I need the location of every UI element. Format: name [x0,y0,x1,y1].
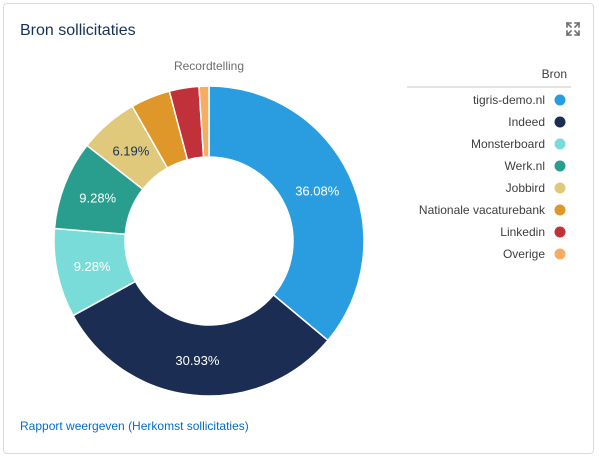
legend-swatch [554,248,566,260]
chart-title: Recordtelling [174,59,244,73]
legend-swatch [554,160,566,172]
card-title: Bron sollicitaties [20,22,136,39]
expand-icon[interactable] [565,21,581,37]
legend-swatch [554,138,566,150]
report-link[interactable]: Rapport weergeven (Herkomst sollicitatie… [20,419,249,433]
legend-item[interactable]: Overige [503,247,566,261]
legend-label: Nationale vacaturebank [419,203,546,217]
legend-item[interactable]: Jobbird [506,181,566,195]
legend-swatch [554,116,566,128]
legend-item[interactable]: Nationale vacaturebank [419,203,566,217]
slice-overige[interactable] [198,85,210,158]
legend-title: Bron [542,67,567,81]
slice-value-label: 6.19% [112,144,149,159]
legend-swatch [554,182,566,194]
slice-tigris-demo-nl[interactable] [208,85,365,342]
chart-card: Bron sollicitaties Recordtelling 36.08% 3… [3,3,594,454]
legend-item[interactable]: Indeed [508,115,566,129]
legend-label: Indeed [508,115,545,129]
legend-swatch [554,94,566,106]
legend-item[interactable]: Linkedin [500,225,566,239]
legend-swatch [554,226,566,238]
slice-value-label: 9.28% [79,190,116,205]
legend-label: tigris-demo.nl [473,93,545,107]
donut-chart: Recordtelling 36.08% 30.93% 9.28% 9.28% 6.19… [53,59,571,397]
legend-swatch [554,204,566,216]
legend-label: Linkedin [500,225,545,239]
legend-label: Jobbird [506,181,545,195]
slice-indeed[interactable] [72,280,329,397]
legend-label: Werk.nl [505,159,545,173]
legend-item[interactable]: Werk.nl [505,159,566,173]
slice-value-label: 30.93% [175,353,220,368]
legend-item[interactable]: Monsterboard [471,137,566,151]
slice-value-label: 9.28% [74,259,111,274]
legend-label: Monsterboard [471,137,545,151]
legend-label: Overige [503,247,545,261]
slice-value-label: 36.08% [295,183,340,198]
legend-item[interactable]: tigris-demo.nl [473,93,566,107]
